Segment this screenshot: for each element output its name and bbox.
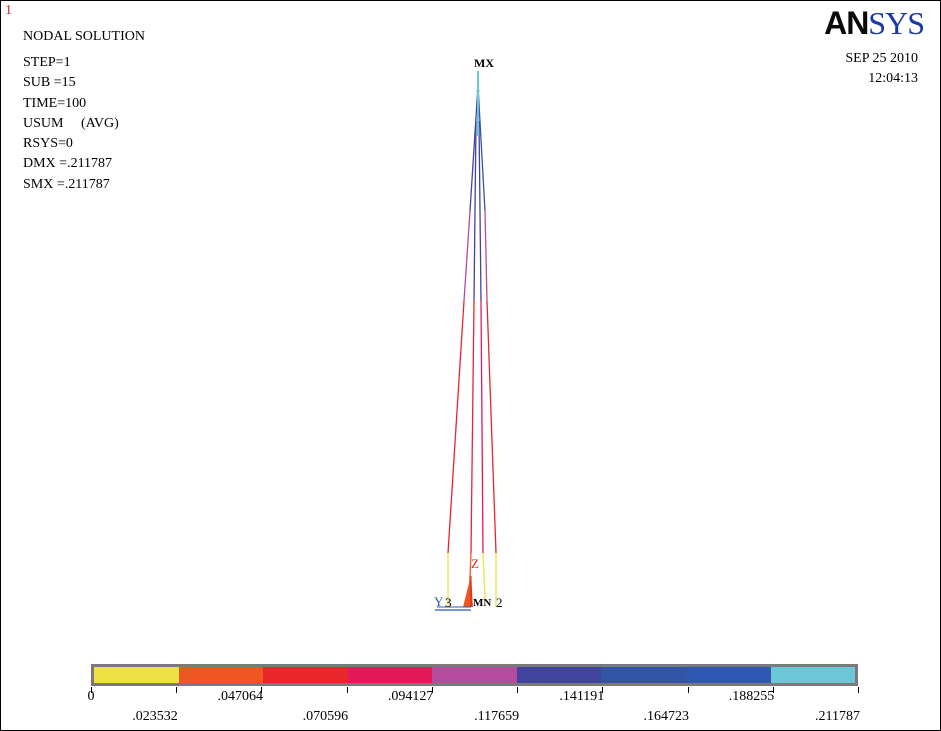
legend-tick — [688, 687, 689, 693]
structure-left-edge — [447, 85, 479, 607]
axis-label-z: Z — [471, 556, 479, 571]
legend-label-upper: .047064 — [217, 689, 263, 704]
info-rsys: RSYS=0 — [23, 136, 73, 152]
legend-label-lower: .164723 — [643, 709, 690, 724]
logo-serif-part: SYS — [868, 5, 925, 41]
structure-inner-left-edge — [468, 120, 477, 602]
plot-time: 12:04:13 — [868, 71, 918, 86]
legend-swatch — [178, 667, 264, 683]
min-label: MN — [473, 597, 491, 609]
legend-swatch — [685, 667, 771, 683]
legend-color-bar — [91, 664, 858, 686]
info-substep: SUB =15 — [23, 75, 76, 91]
structure-right-edge — [477, 85, 497, 607]
axis-label-y: Y — [434, 594, 444, 609]
legend-tick — [261, 687, 262, 693]
legend-swatch — [432, 667, 517, 683]
window-number: 1 — [5, 3, 12, 18]
solution-info: NODAL SOLUTION STEP=1 SUB =15 TIME=100 U… — [23, 29, 145, 197]
max-label: MX — [474, 56, 494, 70]
legend-tick — [517, 687, 518, 693]
legend-swatch — [601, 667, 686, 683]
info-result-type: USUM (AVG) — [23, 115, 119, 131]
legend-swatch — [94, 667, 179, 683]
plot-title: NODAL SOLUTION — [23, 29, 145, 44]
legend-tick — [773, 687, 774, 693]
legend-label-lower: .211787 — [815, 709, 860, 724]
legend-tick — [602, 687, 603, 693]
legend-tick — [347, 687, 348, 693]
legend-label-upper: 0 — [87, 689, 95, 704]
legend-tick — [176, 687, 177, 693]
legend-tick — [91, 687, 92, 693]
legend-swatch — [516, 667, 602, 683]
legend-tick — [858, 687, 859, 693]
legend-label-lower: .023532 — [132, 709, 178, 724]
node-label-3: 3 — [445, 595, 452, 610]
info-time: TIME=100 — [23, 95, 87, 111]
structure-tip — [476, 71, 480, 136]
structure-inner-right-edge — [478, 120, 486, 600]
legend-label-upper: .094127 — [387, 689, 434, 704]
contour-legend — [91, 664, 858, 686]
axis-triad — [437, 576, 472, 608]
node-label-2: 2 — [496, 595, 503, 610]
ansys-logo: ANSYS — [824, 5, 925, 42]
plot-date: SEP 25 2010 — [845, 51, 918, 66]
legend-swatch — [263, 667, 348, 683]
legend-label-lower: .117659 — [474, 709, 520, 724]
info-smx: SMX =.211787 — [23, 176, 110, 192]
legend-tick — [432, 687, 433, 693]
logo-bold-part: AN — [824, 5, 869, 41]
info-dmx: DMX =.211787 — [23, 156, 113, 172]
legend-label-upper: .188255 — [728, 689, 775, 704]
legend-swatch — [347, 667, 433, 683]
legend-label-lower: .070596 — [302, 709, 349, 724]
legend-swatch — [770, 667, 856, 683]
info-step: STEP=1 — [23, 55, 71, 70]
legend-label-upper: .141191 — [559, 689, 605, 704]
